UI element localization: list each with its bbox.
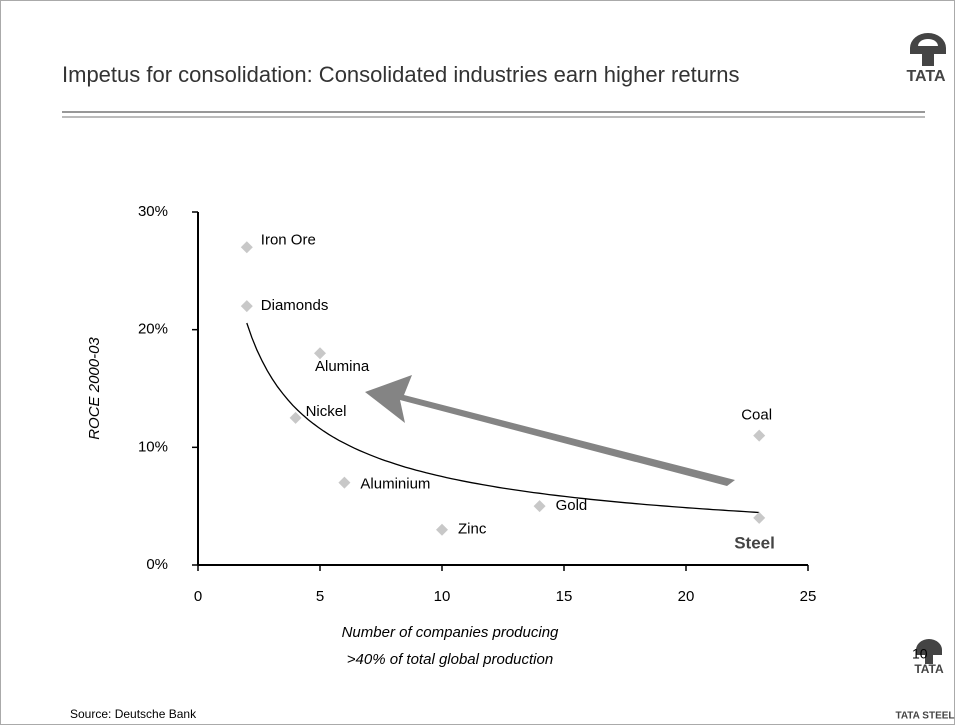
- point: [338, 476, 351, 489]
- logo-text: TATA: [914, 662, 944, 676]
- page-number: 10: [912, 646, 928, 662]
- y-tick-label: 30%: [138, 203, 168, 220]
- y-axis-label: ROCE 2000-03: [86, 337, 103, 440]
- point-label: Alumina: [315, 358, 370, 375]
- x-tick-label: 5: [316, 588, 324, 605]
- chart: 0% 10% 20% 30% 0 5 10 15 20 25 ROCE 2000-03 Number …: [86, 203, 816, 668]
- point: [436, 523, 448, 536]
- x-axis-label: >40% of total global production: [347, 651, 553, 668]
- logo-emblem-cut: [918, 39, 938, 46]
- logo-text: TATA: [906, 68, 946, 85]
- point-label: Zinc: [458, 521, 487, 538]
- y-tick-label: 0%: [146, 556, 168, 573]
- x-axis-label: Number of companies producing: [342, 624, 559, 641]
- point: [240, 241, 253, 254]
- point: [314, 347, 326, 360]
- logo-emblem: [916, 639, 942, 664]
- logo-emblem: [910, 33, 946, 66]
- x-tick-label: 10: [434, 588, 451, 605]
- slide-title: Impetus for consolidation: Consolidated …: [62, 62, 740, 87]
- logo-top: TATA: [906, 33, 946, 85]
- y-tick-label: 20%: [138, 321, 168, 338]
- x-tick-label: 0: [194, 588, 202, 605]
- x-tick-label: 25: [800, 588, 817, 605]
- trend-arrow: [365, 375, 735, 486]
- point-label: Coal: [741, 407, 772, 424]
- point-label: Gold: [556, 497, 588, 514]
- point-label: Nickel: [306, 403, 347, 420]
- x-tick-label: 15: [556, 588, 573, 605]
- point-label: Aluminium: [360, 476, 430, 493]
- point-label: Iron Ore: [261, 231, 316, 248]
- point: [753, 429, 766, 442]
- point: [533, 500, 546, 513]
- point-label: Steel: [734, 533, 775, 552]
- point: [753, 511, 766, 524]
- source-note: Source: Deutsche Bank: [70, 707, 197, 721]
- point: [240, 300, 253, 313]
- y-tick-label: 10%: [138, 438, 168, 455]
- point: [289, 411, 302, 424]
- logo-subtext: TATA STEEL: [895, 711, 954, 722]
- trendline: [246, 322, 760, 514]
- point-label: Diamonds: [261, 297, 329, 314]
- logo-bottom: TATA TATA STEEL: [895, 639, 955, 722]
- x-tick-label: 20: [678, 588, 695, 605]
